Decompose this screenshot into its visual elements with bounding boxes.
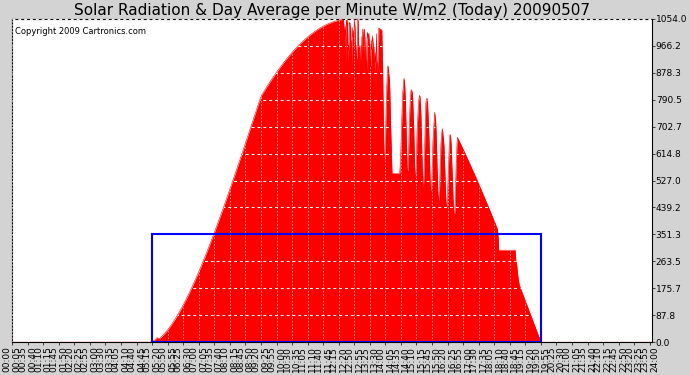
Title: Solar Radiation & Day Average per Minute W/m2 (Today) 20090507: Solar Radiation & Day Average per Minute… bbox=[74, 3, 590, 18]
Text: Copyright 2009 Cartronics.com: Copyright 2009 Cartronics.com bbox=[15, 27, 146, 36]
